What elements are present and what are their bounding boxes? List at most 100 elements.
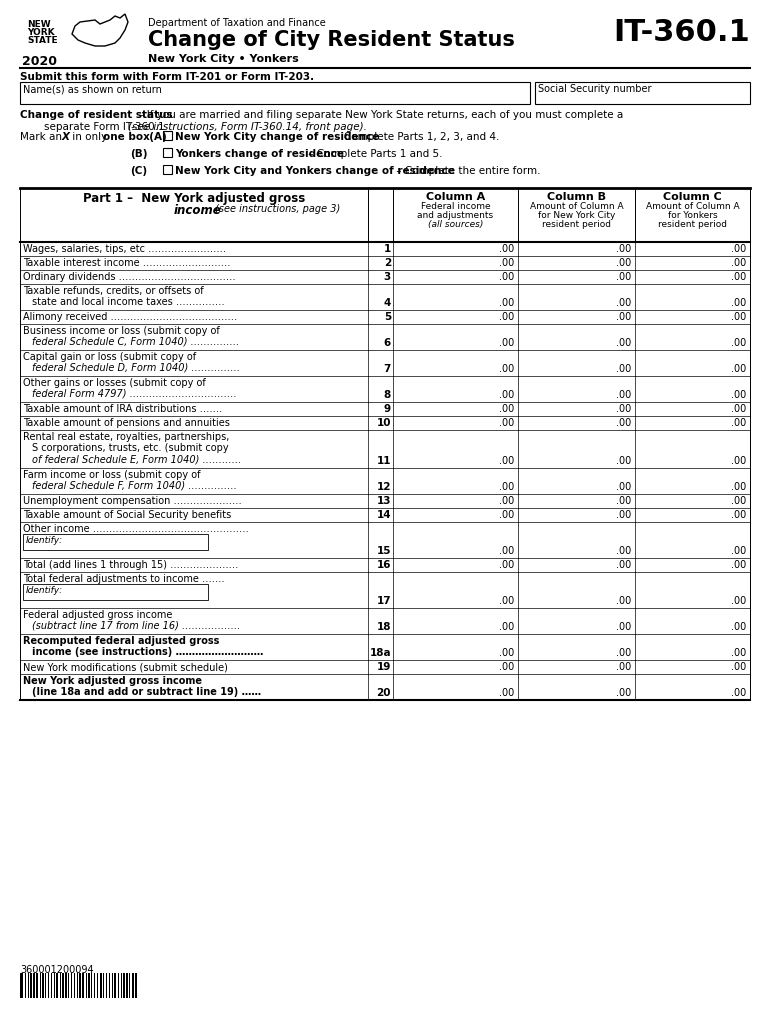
Text: .00: .00 <box>499 258 514 268</box>
Text: federal Form 4797) ……………………………: federal Form 4797) …………………………… <box>32 389 237 399</box>
Text: New York adjusted gross income: New York adjusted gross income <box>23 676 202 686</box>
Text: 4: 4 <box>383 298 391 308</box>
Text: 6: 6 <box>383 338 391 348</box>
Bar <box>109 973 110 998</box>
Text: Recomputed federal adjusted gross: Recomputed federal adjusted gross <box>23 636 219 646</box>
Text: .00: .00 <box>731 258 746 268</box>
Text: federal Schedule D, Form 1040) ……………: federal Schedule D, Form 1040) …………… <box>32 362 240 373</box>
Text: Taxable interest income ………………………: Taxable interest income ……………………… <box>23 258 230 268</box>
Text: Federal income: Federal income <box>420 202 490 211</box>
Text: Mark an: Mark an <box>20 132 65 142</box>
Text: Other gains or losses (submit copy of: Other gains or losses (submit copy of <box>23 378 206 388</box>
Text: of federal Schedule E, Form 1040) …………: of federal Schedule E, Form 1040) ………… <box>32 454 242 464</box>
Text: (see instructions, Form IT-360.14, front page).: (see instructions, Form IT-360.14, front… <box>128 122 367 132</box>
Text: (all sources): (all sources) <box>428 220 484 229</box>
Text: for Yonkers: for Yonkers <box>668 211 718 220</box>
Text: resident period: resident period <box>658 220 727 229</box>
Bar <box>36 973 38 998</box>
Text: (line 18a and add or subtract line 19) ……: (line 18a and add or subtract line 19) …… <box>32 687 261 697</box>
Text: .00: .00 <box>731 390 746 400</box>
Text: (C): (C) <box>130 166 147 176</box>
Text: (see instructions, page 3): (see instructions, page 3) <box>212 204 340 214</box>
Text: 1: 1 <box>383 244 391 254</box>
Text: (subtract line 17 from line 16) ………………: (subtract line 17 from line 16) ……………… <box>32 621 240 631</box>
Text: 18a: 18a <box>370 648 391 658</box>
Text: Column A: Column A <box>426 193 485 202</box>
Text: 13: 13 <box>377 496 391 506</box>
Text: .00: .00 <box>616 546 631 556</box>
Text: .00: .00 <box>731 648 746 658</box>
Text: .00: .00 <box>731 404 746 414</box>
Text: Farm income or loss (submit copy of: Farm income or loss (submit copy of <box>23 470 200 480</box>
Text: .00: .00 <box>499 418 514 428</box>
Bar <box>51 973 52 998</box>
Text: (A): (A) <box>142 132 167 142</box>
Text: 18: 18 <box>377 622 391 632</box>
Text: .00: .00 <box>616 510 631 520</box>
Text: 20: 20 <box>377 688 391 698</box>
Text: Identify:: Identify: <box>26 586 63 595</box>
Text: Part 1 –  New York adjusted gross: Part 1 – New York adjusted gross <box>83 193 305 205</box>
Text: Amount of Column A: Amount of Column A <box>646 202 739 211</box>
Text: Submit this form with Form IT-201 or Form IT-203.: Submit this form with Form IT-201 or For… <box>20 72 314 82</box>
Text: IT-360.1: IT-360.1 <box>613 18 750 47</box>
Bar <box>56 973 58 998</box>
Bar <box>163 165 172 174</box>
Text: .00: .00 <box>616 390 631 400</box>
Bar <box>91 973 92 998</box>
Bar <box>163 148 172 157</box>
Text: Total (add lines 1 through 15) …………………: Total (add lines 1 through 15) ………………… <box>23 560 239 570</box>
Bar <box>42 973 44 998</box>
Bar <box>121 973 122 998</box>
Bar <box>23 584 208 600</box>
Text: .00: .00 <box>499 596 514 606</box>
Text: Unemployment compensation …………………: Unemployment compensation ………………… <box>23 496 242 506</box>
Text: .00: .00 <box>731 312 746 322</box>
Text: Taxable amount of pensions and annuities: Taxable amount of pensions and annuities <box>23 418 230 428</box>
Text: .00: .00 <box>616 496 631 506</box>
Text: .00: .00 <box>499 648 514 658</box>
Text: 12: 12 <box>377 482 391 492</box>
Text: Change of City Resident Status: Change of City Resident Status <box>148 30 515 50</box>
Text: S corporations, trusts, etc. (submit copy: S corporations, trusts, etc. (submit cop… <box>32 443 229 453</box>
Text: .00: .00 <box>499 496 514 506</box>
Text: .00: .00 <box>499 546 514 556</box>
Text: federal Schedule F, Form 1040) ……………: federal Schedule F, Form 1040) …………… <box>32 481 237 490</box>
Text: .00: .00 <box>731 662 746 672</box>
Text: 10: 10 <box>377 418 391 428</box>
Text: X: X <box>62 132 70 142</box>
Bar <box>20 973 23 998</box>
Text: 19: 19 <box>377 662 391 672</box>
Bar <box>23 534 208 550</box>
Text: New York City • Yonkers: New York City • Yonkers <box>148 54 299 63</box>
Text: in only: in only <box>69 132 111 142</box>
Text: .00: .00 <box>731 456 746 466</box>
Text: Change of resident status: Change of resident status <box>20 110 172 120</box>
Text: .00: .00 <box>499 390 514 400</box>
Text: .00: .00 <box>499 622 514 632</box>
Text: Taxable refunds, credits, or offsets of: Taxable refunds, credits, or offsets of <box>23 286 203 296</box>
Text: .00: .00 <box>616 662 631 672</box>
Bar <box>62 973 64 998</box>
Text: New York City and Yonkers change of residence: New York City and Yonkers change of resi… <box>175 166 455 176</box>
Text: 8: 8 <box>383 390 391 400</box>
Text: for New York City: for New York City <box>537 211 615 220</box>
Bar <box>30 973 32 998</box>
Bar <box>100 973 102 998</box>
Text: .00: .00 <box>616 244 631 254</box>
Bar <box>132 973 134 998</box>
Text: Amount of Column A: Amount of Column A <box>530 202 623 211</box>
Text: Taxable amount of IRA distributions …….: Taxable amount of IRA distributions ……. <box>23 404 222 414</box>
Text: .00: .00 <box>616 482 631 492</box>
Text: .00: .00 <box>731 418 746 428</box>
Text: Business income or loss (submit copy of: Business income or loss (submit copy of <box>23 326 219 336</box>
Text: .00: .00 <box>616 688 631 698</box>
Bar <box>28 973 29 998</box>
Text: 3: 3 <box>383 272 391 282</box>
Bar <box>106 973 107 998</box>
Text: Other income …………………………………………: Other income ………………………………………… <box>23 524 249 534</box>
Text: – If you are married and filing separate New York State returns, each of you mus: – If you are married and filing separate… <box>135 110 623 120</box>
Bar <box>45 973 46 998</box>
Bar <box>535 82 750 104</box>
Text: YORK: YORK <box>27 28 55 37</box>
